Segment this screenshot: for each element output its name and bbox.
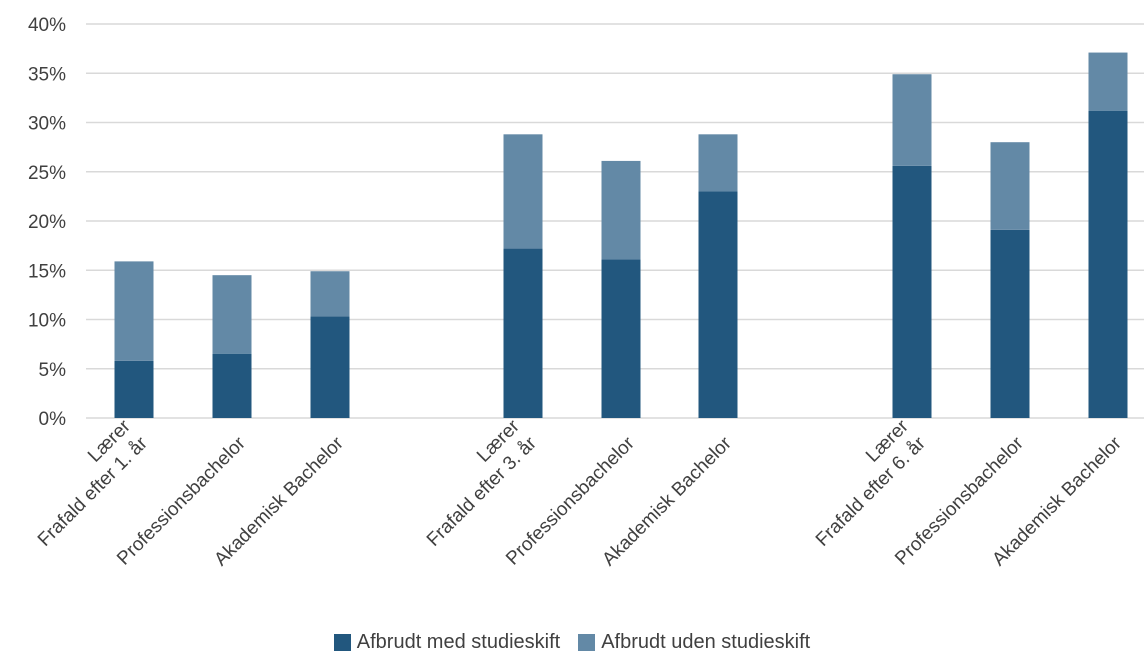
bar-segment-uden-studieskift	[892, 74, 932, 166]
y-tick-label: 25%	[28, 163, 66, 184]
bar-segment-uden-studieskift	[601, 160, 641, 260]
bar-segment-med-studieskift	[114, 360, 154, 418]
bar-segment-med-studieskift	[990, 229, 1030, 418]
legend-label: Afbrudt med studieskift	[356, 631, 561, 653]
bar-segment-uden-studieskift	[310, 271, 350, 317]
bar-segment-uden-studieskift	[503, 134, 543, 249]
y-tick-label: 0%	[39, 409, 67, 430]
legend-item-series-2: Afbrudt uden studieskift	[578, 631, 810, 654]
y-axis-ticks: 0% 5% 10% 15% 20% 25% 30% 35% 40%	[28, 15, 66, 430]
y-tick-label: 40%	[28, 15, 66, 36]
legend-swatch	[578, 634, 596, 651]
y-tick-label: 30%	[28, 114, 66, 135]
y-tick-label: 35%	[28, 64, 66, 85]
y-tick-label: 5%	[39, 360, 67, 381]
bars	[114, 52, 1128, 419]
bar-segment-uden-studieskift	[114, 261, 154, 361]
bar-segment-med-studieskift	[892, 165, 932, 418]
bar-segment-med-studieskift	[1088, 110, 1128, 419]
legend-item-series-1: Afbrudt med studieskift	[333, 631, 561, 654]
bar-segment-uden-studieskift	[1088, 52, 1128, 111]
y-tick-label: 20%	[28, 212, 66, 233]
bar-segment-med-studieskift	[212, 353, 252, 418]
legend-label: Afbrudt uden studieskift	[601, 631, 811, 653]
bar-segment-med-studieskift	[310, 316, 350, 418]
legend: Afbrudt med studieskift Afbrudt uden stu…	[0, 631, 1144, 654]
y-tick-label: 15%	[28, 261, 66, 282]
y-tick-label: 10%	[28, 311, 66, 332]
legend-swatch	[333, 634, 351, 651]
bar-segment-med-studieskift	[601, 259, 641, 418]
bar-segment-med-studieskift	[503, 248, 543, 418]
bar-segment-uden-studieskift	[698, 134, 738, 192]
bar-segment-med-studieskift	[698, 191, 738, 418]
bar-segment-uden-studieskift	[990, 142, 1030, 230]
bar-segment-uden-studieskift	[212, 275, 252, 354]
